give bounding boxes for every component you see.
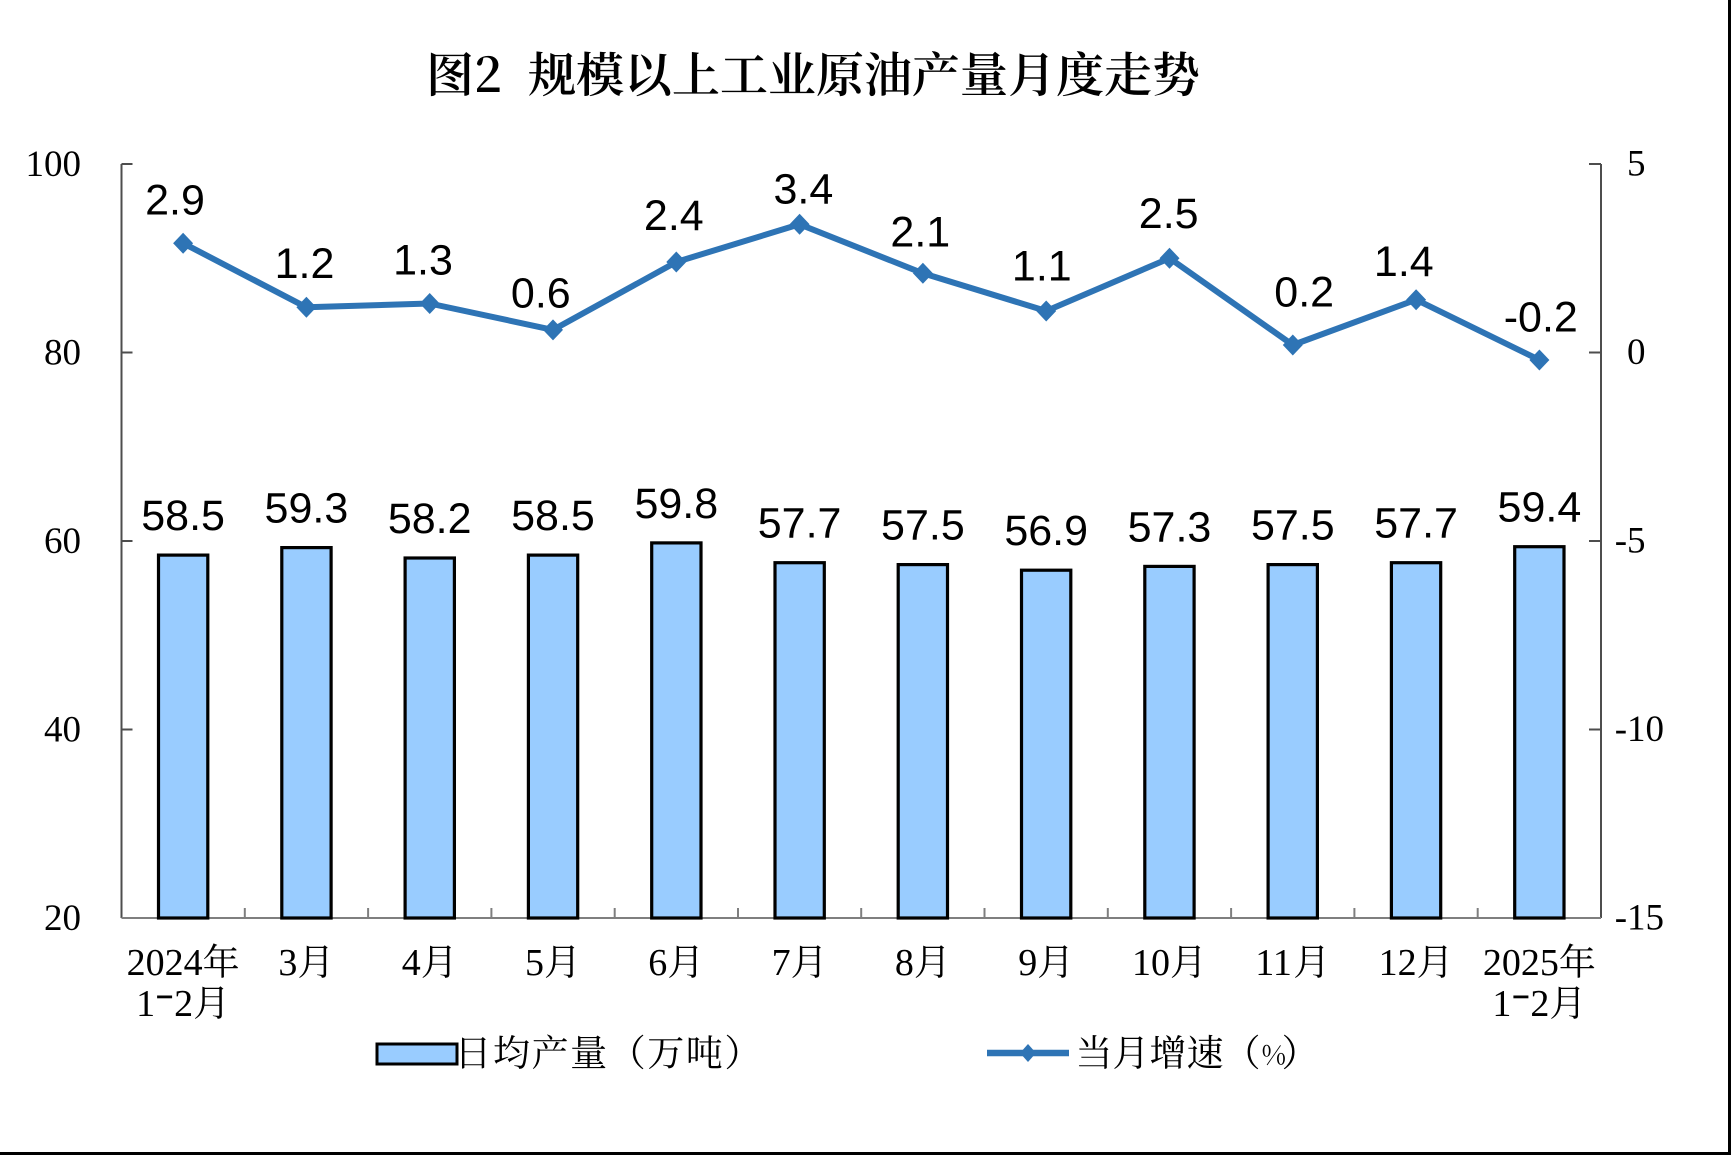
svg-text:-15: -15 (1615, 898, 1664, 939)
svg-text:58.5: 58.5 (141, 492, 225, 540)
svg-text:2.1: 2.1 (890, 209, 950, 257)
svg-text:2.4: 2.4 (644, 192, 704, 240)
svg-text:1.3: 1.3 (393, 237, 453, 285)
svg-text:1.2: 1.2 (275, 240, 335, 288)
svg-text:2: 2 (174, 983, 193, 1025)
svg-text:2025: 2025 (1483, 942, 1559, 984)
svg-text:80: 80 (44, 333, 81, 374)
svg-text:5: 5 (525, 942, 544, 984)
svg-text:0: 0 (1627, 332, 1646, 373)
svg-text:57.7: 57.7 (758, 500, 842, 548)
svg-text:20: 20 (44, 898, 81, 939)
svg-text:2: 2 (1530, 983, 1549, 1025)
svg-text:1.1: 1.1 (1012, 242, 1072, 290)
svg-text:58.2: 58.2 (388, 495, 472, 543)
svg-text:5: 5 (1627, 144, 1646, 185)
svg-text:-0.2: -0.2 (1504, 293, 1578, 341)
svg-text:58.5: 58.5 (511, 492, 595, 540)
svg-text:10: 10 (1132, 942, 1170, 984)
svg-text:59.4: 59.4 (1498, 484, 1582, 532)
svg-text:59.3: 59.3 (265, 485, 349, 533)
svg-text:12: 12 (1379, 942, 1417, 984)
svg-text:0.6: 0.6 (511, 270, 571, 318)
svg-text:57.3: 57.3 (1128, 503, 1212, 551)
svg-text:0.2: 0.2 (1274, 269, 1334, 317)
svg-text:1.4: 1.4 (1374, 238, 1434, 286)
svg-text:1: 1 (136, 983, 155, 1025)
svg-text:2024: 2024 (127, 942, 203, 984)
svg-text:11: 11 (1255, 942, 1292, 984)
svg-text:40: 40 (44, 710, 81, 751)
svg-text:2.9: 2.9 (145, 177, 205, 225)
svg-text:3.4: 3.4 (774, 165, 834, 213)
svg-text:59.8: 59.8 (634, 480, 718, 528)
svg-text:7: 7 (772, 942, 791, 984)
svg-text:4: 4 (402, 942, 421, 984)
svg-text:57.5: 57.5 (1251, 502, 1335, 550)
svg-text:6: 6 (648, 942, 667, 984)
svg-text:56.9: 56.9 (1004, 507, 1088, 555)
svg-text:57.5: 57.5 (881, 502, 965, 550)
svg-text:2.5: 2.5 (1139, 190, 1199, 238)
svg-text:3: 3 (278, 942, 297, 984)
svg-text:60: 60 (44, 521, 81, 562)
svg-text:-10: -10 (1615, 709, 1664, 750)
svg-text:1: 1 (1492, 983, 1511, 1025)
svg-text:57.7: 57.7 (1374, 500, 1458, 548)
svg-text:8: 8 (895, 942, 914, 984)
svg-text:-5: -5 (1615, 521, 1646, 562)
svg-text:9: 9 (1018, 942, 1037, 984)
svg-text:100: 100 (26, 144, 82, 185)
